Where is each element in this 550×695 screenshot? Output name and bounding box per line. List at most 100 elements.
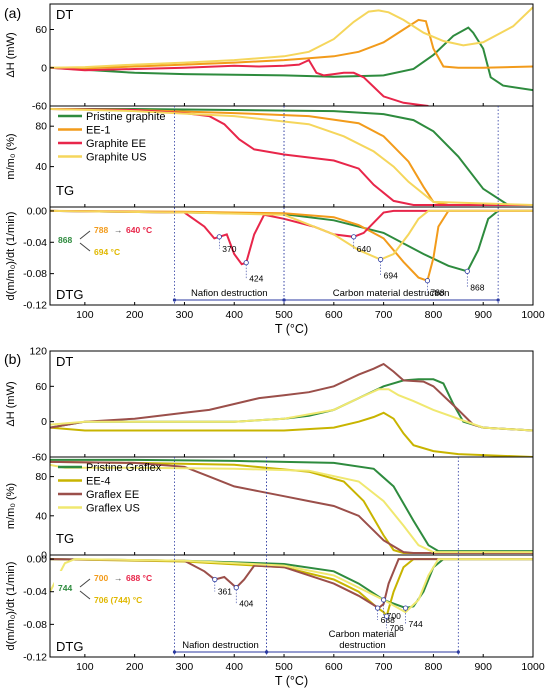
series-line-graphite-us [50, 6, 533, 69]
y-tick-label: -60 [32, 101, 47, 113]
x-tick-label: 200 [126, 661, 144, 673]
x-tick-label: 400 [225, 309, 243, 321]
range-label: Nafion destruction [182, 640, 259, 651]
range-markers: Nafion destruction Carbon material destru… [172, 106, 500, 305]
scheme-inset: 868 788 → 640 °C 694 °C [54, 223, 164, 261]
scheme-source: 744 [58, 583, 72, 593]
series-line-pristine-graphite [50, 108, 533, 206]
subplot-tag: DTG [56, 287, 83, 302]
range-endpoint [265, 650, 269, 654]
scheme-upper-to: 640 °C [126, 225, 152, 235]
series-line-graflex-us [50, 558, 533, 614]
series-line-graflex-ee [50, 558, 533, 610]
x-tick-label: 900 [474, 661, 492, 673]
y-tick-label: 40 [35, 161, 47, 173]
series-group [50, 108, 533, 206]
series-line-pristine-graphite [50, 26, 533, 92]
series-line-ee-4 [50, 411, 533, 457]
series-line-graphite-us [50, 108, 533, 206]
x-tick-label: 700 [375, 309, 393, 321]
peak-marker [384, 613, 390, 619]
series-line-graphite-ee [50, 209, 533, 266]
x-tick-label: 1000 [521, 661, 545, 673]
x-tick-label: 900 [474, 309, 492, 321]
subplot-tag: TG [56, 531, 74, 546]
x-tick-label: 500 [275, 309, 293, 321]
scheme-lower: 694 °C [94, 247, 120, 257]
y-tick-label: -0.08 [23, 268, 47, 280]
y-tick-label: 60 [35, 381, 47, 393]
peak-marker [378, 256, 384, 263]
peak-annotations: 370 424 640 694 788 868 [216, 234, 485, 298]
series-line-ee-4 [50, 460, 533, 554]
series-line-pristine-graflex [50, 378, 533, 432]
subplot-tag: DT [56, 7, 73, 22]
legend-label: Graphite EE [86, 138, 146, 150]
scheme-upper-from: 788 [94, 225, 108, 235]
range-label: Carbon material destruction [329, 629, 397, 651]
x-tick-label: 1000 [521, 309, 545, 321]
scheme-arrows [79, 230, 91, 252]
series-group [50, 6, 533, 106]
scheme-arrows [79, 578, 91, 600]
peak-marker [243, 260, 249, 266]
y-tick-label: -0.08 [23, 619, 47, 631]
scheme-upper-from: 700 [94, 573, 108, 583]
subplot-a-dt: -60 0 60 ΔH (mW) DT [5, 3, 534, 113]
scheme-arrow-right: → [114, 573, 123, 583]
peak-label: 640 [357, 244, 371, 254]
y-tick-label: -0.12 [23, 652, 47, 664]
x-tick-label: 400 [225, 661, 243, 673]
y-tick-label: 60 [35, 24, 47, 36]
range-endpoint [456, 650, 460, 654]
legend-label: Pristine graphite [86, 111, 166, 123]
plot-frame [49, 206, 534, 306]
peak-marker [233, 585, 239, 591]
peak-marker [464, 268, 470, 274]
subplot-b-dtg: 0.00 -0.04 -0.08 -0.12 d(m/m₀)/dt (1/min) DTG… [5, 457, 534, 664]
peak-marker [424, 278, 431, 284]
y-axis-label: d(m/m₀)/dt (1/min) [5, 562, 17, 651]
peak-marker [216, 234, 222, 240]
y-axis-label: d(m/m₀)/dt (1/min) [5, 212, 17, 301]
peak-marker [381, 597, 387, 603]
range-label: Carbon material destruction [333, 288, 450, 299]
peak-label: 700 [387, 611, 401, 621]
y-tick-label: 0 [41, 62, 47, 74]
peak-marker [212, 576, 218, 583]
peak-label: 694 [384, 271, 398, 281]
scheme-background [54, 223, 164, 261]
x-tick-label: 100 [76, 661, 94, 673]
y-tick-label: -0.04 [23, 586, 47, 598]
scheme-inset: 744 700 → 688 °C 706 (744) °C [54, 571, 164, 609]
panel-label: (a) [4, 5, 21, 21]
peak-label: 744 [409, 619, 423, 629]
subplot-tag: DT [56, 354, 73, 369]
legend-label: EE-1 [86, 125, 110, 137]
y-axis-label: m/m₀ (%) [5, 133, 17, 179]
series-line-graflex-us [50, 463, 533, 554]
plot-frame [49, 554, 534, 658]
series-group [50, 458, 533, 554]
y-tick-label: 80 [35, 471, 47, 483]
peak-label: 361 [218, 586, 232, 596]
y-axis-label: ΔH (mW) [5, 381, 17, 426]
peak-marker [402, 605, 409, 611]
y-axis-label: ΔH (mW) [5, 32, 17, 77]
legend-label: Graflex US [86, 503, 140, 515]
peak-label: 788 [430, 288, 444, 298]
y-tick-label: 80 [35, 121, 47, 133]
series-group [50, 558, 533, 619]
subplot-a-dtg: 0.00 -0.04 -0.08 -0.12 d(m/m₀)/dt (1/min) DTG… [5, 106, 534, 312]
y-tick-label: 0.00 [27, 205, 48, 217]
y-tick-label: 40 [35, 510, 47, 522]
x-tick-label: 100 [76, 309, 94, 321]
peak-label: 868 [470, 282, 484, 292]
peak-label: 370 [222, 244, 236, 254]
subplot-b-dt: -60 0 60 120 ΔH (mW) DT [5, 346, 534, 464]
y-tick-label: 0.00 [27, 554, 48, 566]
